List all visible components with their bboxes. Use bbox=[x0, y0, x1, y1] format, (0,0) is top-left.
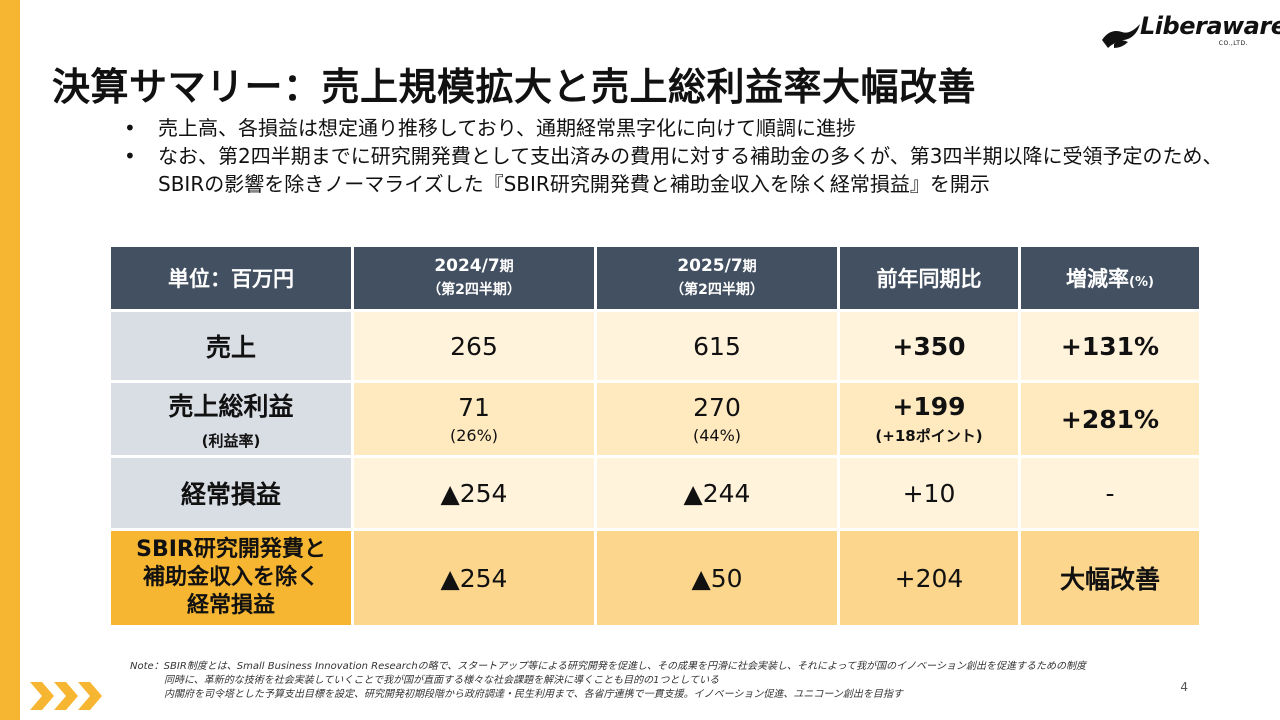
value-rate: +131% bbox=[1021, 312, 1199, 380]
value-2024: 265 bbox=[354, 312, 594, 380]
company-logo: Liberaware CO.,LTD. bbox=[1100, 12, 1280, 56]
value-2025-sub: (44%) bbox=[692, 426, 742, 445]
header-rate-unit: (%) bbox=[1129, 275, 1154, 290]
bullet-item: • 売上高、各損益は想定通り推移しており、通期経常黒字化に向けて順調に進捗 bbox=[124, 114, 1254, 142]
header-quarter: （第2四半期） bbox=[427, 282, 521, 298]
chevron-right-icon bbox=[30, 682, 102, 710]
note-line: SBIR制度とは、Small Business Innovation Resea… bbox=[163, 661, 1086, 672]
row-label-line: 経常損益 bbox=[186, 593, 275, 618]
header-year: 2024/7 bbox=[434, 256, 500, 276]
table-header-row: 単位：百万円 2024/7期 （第2四半期） 2025/7期 （第2四半期） 前… bbox=[111, 247, 1199, 309]
note-line: 内閣府を司令塔とした予算支出目標を設定、研究開発初期段階から政府調達・民生利用ま… bbox=[164, 689, 903, 700]
financial-summary-table: 単位：百万円 2024/7期 （第2四半期） 2025/7期 （第2四半期） 前… bbox=[108, 244, 1202, 628]
value-yoy-sub: (+18ポイント) bbox=[875, 427, 983, 445]
value-yoy: +350 bbox=[840, 312, 1018, 380]
header-yoy: 前年同期比 bbox=[840, 247, 1018, 309]
row-label-line: SBIR研究開発費と bbox=[136, 537, 326, 562]
header-year: 2025/7 bbox=[677, 256, 743, 276]
value-rate: - bbox=[1021, 458, 1199, 528]
header-year-suffix: 期 bbox=[499, 259, 514, 275]
bullet-text: 売上高、各損益は想定通り推移しており、通期経常黒字化に向けて順調に進捗 bbox=[158, 116, 856, 140]
value-2024: ▲254 bbox=[354, 531, 594, 625]
logo-subtext: CO.,LTD. bbox=[1218, 40, 1248, 47]
row-label-line: 補助金収入を除く bbox=[142, 565, 319, 590]
bullet-mark: • bbox=[124, 144, 136, 168]
value-2025-cell: 270 (44%) bbox=[597, 383, 837, 455]
logo-mark-icon bbox=[1102, 24, 1140, 48]
table-row-sales: 売上 265 615 +350 +131% bbox=[111, 312, 1199, 380]
row-label-sub: (利益率) bbox=[201, 431, 261, 450]
value-2025: ▲50 bbox=[597, 531, 837, 625]
value-yoy: +10 bbox=[840, 458, 1018, 528]
table-row-gross-profit: 売上総利益 (利益率) 71 (26%) 270 (44%) +199 (+18… bbox=[111, 383, 1199, 455]
bullet-item: • なお、第2四半期までに研究開発費として支出済みの費用に対する補助金の多くが、… bbox=[124, 142, 1254, 198]
header-year-suffix: 期 bbox=[742, 259, 757, 275]
page-number: 4 bbox=[1180, 680, 1188, 694]
value-yoy: +204 bbox=[840, 531, 1018, 625]
header-rate-label: 増減率 bbox=[1066, 267, 1130, 291]
row-label-cell: SBIR研究開発費と 補助金収入を除く 経常損益 bbox=[111, 531, 351, 625]
value-2025: ▲244 bbox=[597, 458, 837, 528]
value-2024-cell: 71 (26%) bbox=[354, 383, 594, 455]
bullet-mark: • bbox=[124, 116, 136, 140]
value-yoy: +199 bbox=[892, 392, 966, 421]
row-label: 売上総利益 bbox=[168, 391, 294, 421]
row-label: 売上 bbox=[111, 312, 351, 380]
value-yoy-cell: +199 (+18ポイント) bbox=[840, 383, 1018, 455]
header-rate: 増減率(%) bbox=[1021, 247, 1199, 309]
footnote: Note：SBIR制度とは、Small Business Innovation … bbox=[130, 660, 1190, 702]
page-title: 決算サマリー：売上規模拡大と売上総利益率大幅改善 bbox=[52, 65, 977, 109]
row-label-cell: 売上総利益 (利益率) bbox=[111, 383, 351, 455]
value-2024: 71 bbox=[458, 393, 490, 422]
header-period-2025: 2025/7期 （第2四半期） bbox=[597, 247, 837, 309]
header-quarter: （第2四半期） bbox=[670, 282, 764, 298]
header-unit: 単位：百万円 bbox=[111, 247, 351, 309]
value-2024-sub: (26%) bbox=[449, 426, 499, 445]
bullet-list: • 売上高、各損益は想定通り推移しており、通期経常黒字化に向けて順調に進捗 • … bbox=[124, 114, 1254, 198]
value-2025: 615 bbox=[597, 312, 837, 380]
note-prefix: Note： bbox=[130, 661, 164, 672]
accent-bar bbox=[0, 0, 20, 720]
header-period-2024: 2024/7期 （第2四半期） bbox=[354, 247, 594, 309]
logo-text: Liberaware bbox=[1140, 12, 1280, 40]
value-2024: ▲254 bbox=[354, 458, 594, 528]
bullet-text: なお、第2四半期までに研究開発費として支出済みの費用に対する補助金の多くが、第3… bbox=[158, 144, 1223, 196]
value-rate: 大幅改善 bbox=[1021, 531, 1199, 625]
table-row-adjusted-ordinary-income: SBIR研究開発費と 補助金収入を除く 経常損益 ▲254 ▲50 +204 大… bbox=[111, 531, 1199, 625]
row-label: 経常損益 bbox=[111, 458, 351, 528]
value-2025: 270 bbox=[693, 393, 741, 422]
table-row-ordinary-income: 経常損益 ▲254 ▲244 +10 - bbox=[111, 458, 1199, 528]
value-rate: +281% bbox=[1021, 383, 1199, 455]
note-line: 同時に、革新的な技術を社会実装していくことで我が国が直面する様々な社会課題を解決… bbox=[164, 675, 720, 686]
